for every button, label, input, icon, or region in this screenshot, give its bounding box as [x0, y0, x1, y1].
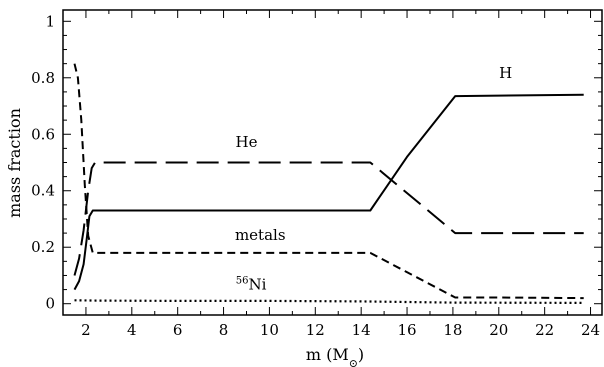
x-tick-label: 14	[352, 321, 371, 339]
series-line-h	[73, 93, 584, 291]
x-axis-title: m (M⊙)	[306, 345, 364, 367]
x-tick-label: 24	[581, 321, 600, 339]
y-tick-label: 0.4	[31, 182, 55, 200]
x-tick-label: 8	[219, 321, 229, 339]
x-tick-label: 6	[173, 321, 183, 339]
x-tick-label: 18	[443, 321, 462, 339]
x-tick-label: 22	[535, 321, 554, 339]
y-tick-label: 0.2	[31, 238, 55, 256]
y-axis-ticks: 0 0.2 0.4 0.6 0.8 1	[31, 12, 602, 313]
x-tick-label: 20	[489, 321, 508, 339]
x-tick-label: 10	[260, 321, 279, 339]
x-axis-ticks: 2 4 6 8 10 12 14 16 18 20 22 24	[81, 10, 600, 339]
series-line-he	[73, 161, 584, 276]
series-line-metals	[73, 63, 584, 300]
x-tick-label: 12	[306, 321, 325, 339]
series-label-56ni: 56Ni	[236, 276, 267, 294]
x-tick-label: 16	[397, 321, 416, 339]
series-labels: H He metals 56Ni	[235, 64, 512, 294]
y-tick-label: 0.6	[31, 125, 55, 143]
series-label-h: H	[499, 64, 512, 82]
series-label-metals: metals	[235, 226, 286, 244]
y-tick-label: 0.8	[31, 69, 55, 87]
y-tick-label: 1	[45, 12, 55, 30]
y-axis-title: mass fraction	[5, 108, 24, 218]
series-label-he: He	[236, 133, 258, 151]
series-layer	[73, 63, 584, 304]
x-tick-label: 2	[81, 321, 91, 339]
x-tick-label: 4	[127, 321, 137, 339]
y-tick-label: 0	[45, 295, 55, 313]
series-line-56ni	[74, 299, 584, 304]
